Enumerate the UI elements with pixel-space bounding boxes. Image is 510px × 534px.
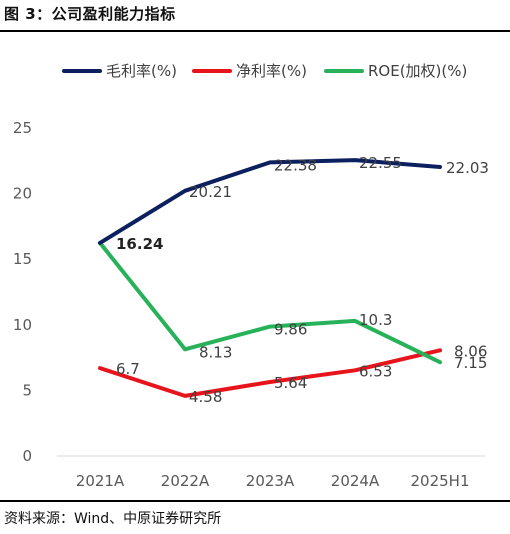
legend: 毛利率(%) 净利率(%) ROE(加权)(%) [62, 62, 467, 80]
y-axis: 0 5 10 15 20 25 [13, 119, 32, 465]
x-tick-label: 2021A [76, 472, 125, 490]
y-tick-label: 5 [22, 381, 32, 399]
data-label: 10.3 [359, 311, 392, 329]
data-label: 16.24 [116, 235, 163, 253]
y-tick-label: 0 [22, 447, 32, 465]
data-label: 22.38 [274, 156, 317, 174]
data-label: 8.13 [199, 343, 232, 361]
series-line [98, 348, 442, 398]
x-axis: 2021A 2022A 2023A 2024A 2025H1 [57, 455, 485, 490]
data-label: 6.7 [116, 360, 140, 378]
top-rule [0, 30, 510, 32]
source-note: 资料来源：Wind、中原证券研究所 [4, 511, 222, 527]
figure-title: 图 3：公司盈利能力指标 [4, 5, 176, 23]
data-label: 20.21 [189, 183, 232, 201]
y-tick-label: 10 [13, 316, 32, 334]
x-tick-label: 2023A [246, 472, 295, 490]
data-label: 6.53 [359, 362, 392, 380]
data-label: 22.03 [446, 159, 489, 177]
data-label: 9.86 [274, 321, 307, 339]
y-tick-label: 25 [13, 119, 32, 137]
data-label: 4.58 [189, 388, 222, 406]
data-label: 8.06 [454, 342, 487, 360]
y-tick-label: 15 [13, 250, 32, 268]
data-label: 22.55 [359, 154, 402, 172]
x-tick-label: 2025H1 [411, 472, 470, 490]
legend-label: 毛利率(%) [106, 62, 177, 80]
legend-label: 净利率(%) [236, 62, 307, 80]
x-tick-label: 2022A [161, 472, 210, 490]
x-tick-label: 2024A [331, 472, 380, 490]
series-line [98, 158, 442, 245]
data-label: 5.64 [274, 374, 307, 392]
y-tick-label: 20 [13, 185, 32, 203]
data-label: 7.15 [454, 354, 487, 372]
data-labels: 16.24 20.21 22.38 22.55 22.03 6.7 4.58 5.64 6.53… [116, 154, 489, 406]
bottom-rule [0, 500, 510, 502]
series-group [98, 158, 442, 398]
series-line [98, 240, 442, 365]
legend-label: ROE(加权)(%) [368, 62, 467, 80]
